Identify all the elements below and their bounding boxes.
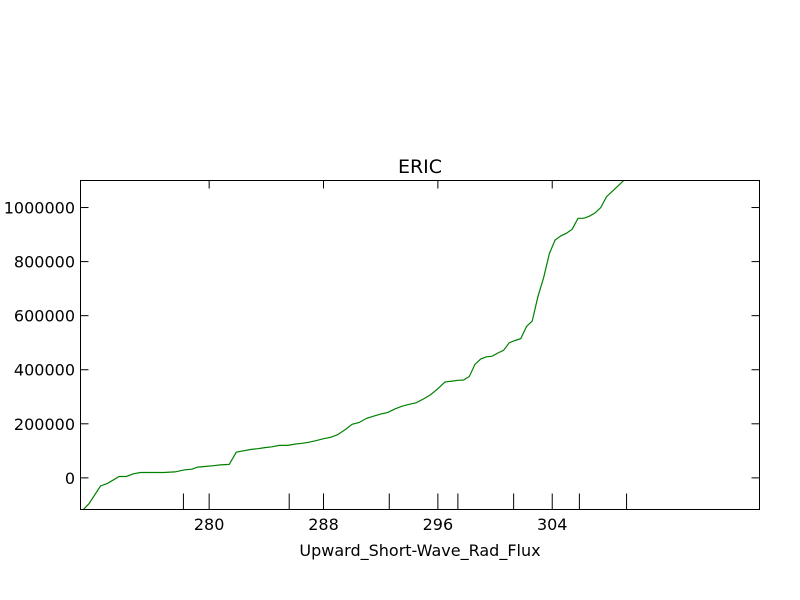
series-line-0 (82, 180, 625, 510)
x-tick-label: 280 (194, 515, 225, 534)
x-tick-label: 296 (423, 515, 454, 534)
x-axis-label: Upward_Short-Wave_Rad_Flux (299, 541, 540, 561)
plot-area (82, 180, 625, 510)
x-axis: 280 288 296 304 (182, 180, 628, 534)
y-tick-label: 0 (65, 469, 75, 488)
y-tick-label: 400000 (14, 361, 75, 380)
y-axis: 0 200000 400000 600000 800000 1000000 (4, 199, 760, 488)
x-tick-label: 288 (308, 515, 339, 534)
chart-title: ERIC (398, 156, 442, 178)
y-tick-label: 600000 (14, 307, 75, 326)
y-tick-label: 800000 (14, 253, 75, 272)
y-tick-label: 200000 (14, 415, 75, 434)
plot-frame (80, 180, 760, 510)
y-tick-label: 1000000 (4, 199, 75, 218)
x-tick-label: 304 (537, 515, 568, 534)
